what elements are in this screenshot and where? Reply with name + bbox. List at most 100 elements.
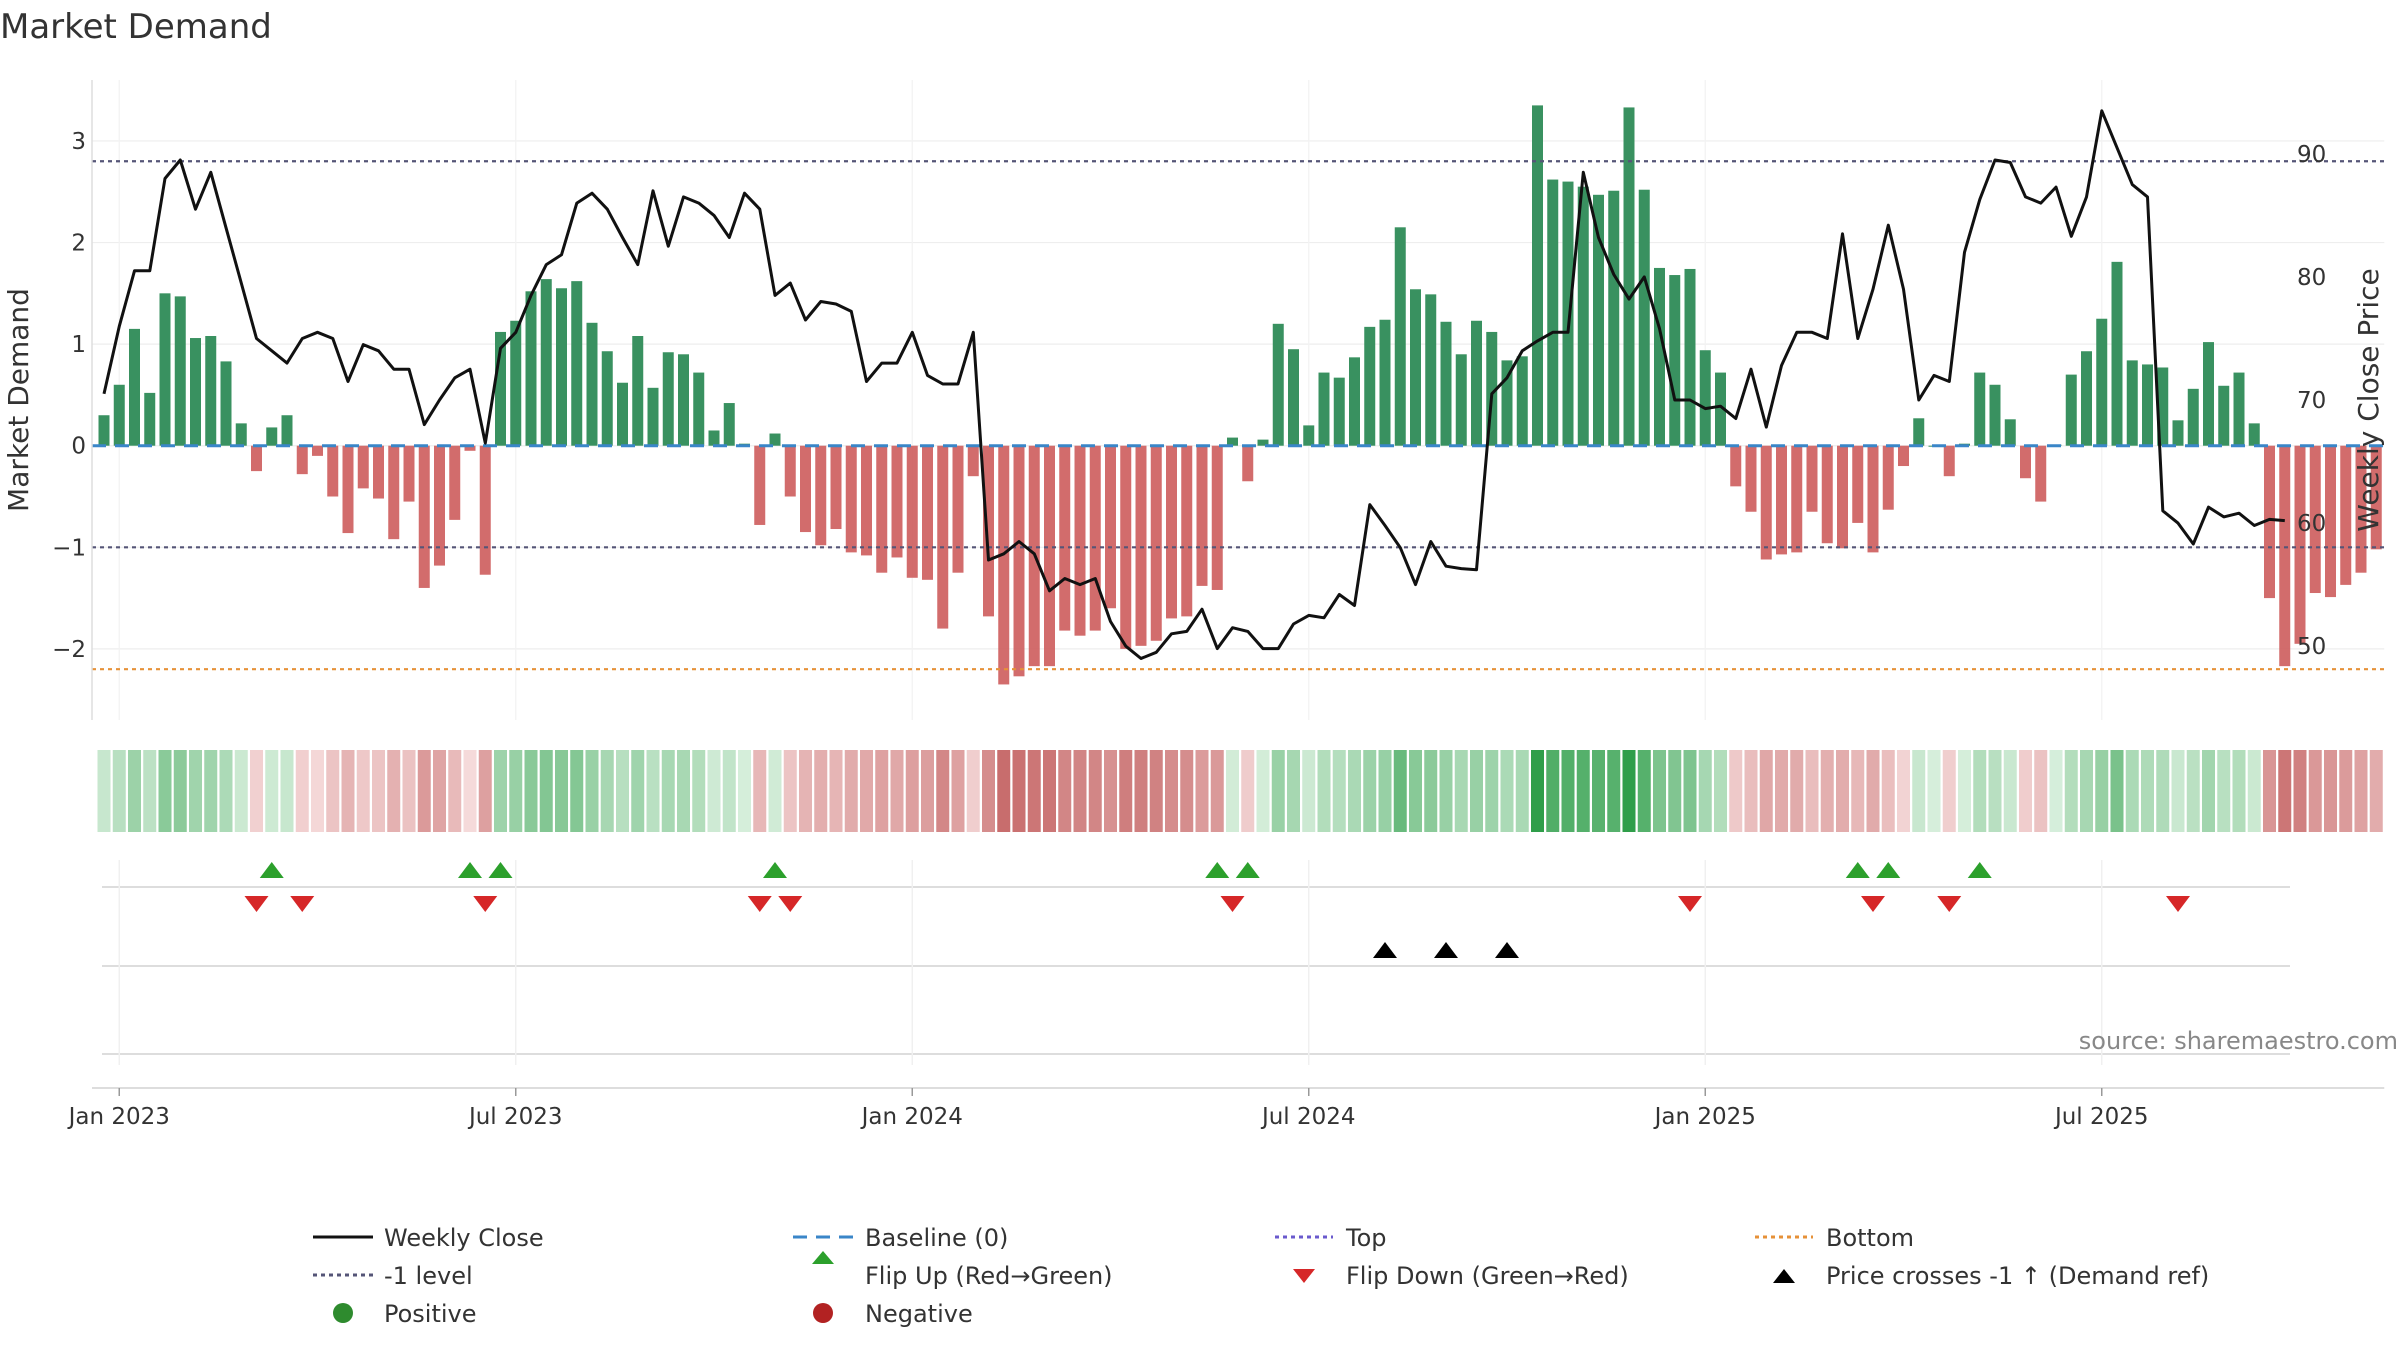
demand-bar-negative	[983, 445, 994, 617]
heat-cell	[966, 750, 980, 832]
flip-up-marker	[1967, 862, 1992, 878]
demand-bar-negative	[891, 445, 903, 558]
demand-bar-positive	[1364, 326, 1376, 446]
legend-positive: Positive	[384, 1300, 477, 1328]
heat-cell	[1973, 750, 1987, 832]
demand-bar-positive	[1562, 181, 1574, 446]
demand-bar-positive	[1227, 437, 1238, 446]
heat-cell	[1576, 750, 1590, 832]
demand-bar-negative	[1135, 445, 1147, 646]
flip-down-marker	[747, 896, 772, 912]
heat-cell	[921, 750, 934, 832]
heat-cell	[1515, 750, 1529, 832]
y2-tick-label: 60	[2297, 511, 2326, 537]
demand-bar-positive	[678, 354, 689, 446]
demand-bar-positive	[2218, 385, 2230, 446]
demand-bar-negative	[1166, 445, 1177, 619]
x-tick-label: Jul 2025	[2053, 1104, 2149, 1130]
demand-heat-strip	[97, 750, 2383, 832]
demand-bar-positive	[113, 384, 125, 446]
demand-bar-positive	[1608, 190, 1620, 446]
heat-cell	[2049, 750, 2063, 832]
demand-bar-positive	[540, 279, 552, 446]
demand-bar-positive	[1715, 372, 1726, 446]
demand-bar-negative	[1105, 445, 1116, 609]
demand-bar-positive	[190, 338, 201, 446]
reference-lines	[92, 160, 2385, 671]
demand-bar-negative	[2035, 445, 2047, 502]
heat-cell	[1607, 750, 1621, 832]
flip-down-marker	[1678, 896, 1702, 912]
heat-cell	[1683, 750, 1697, 832]
heat-cell	[2278, 750, 2292, 832]
flip-up-marker	[1205, 862, 1230, 878]
heat-cell	[844, 750, 858, 832]
heat-cell	[1012, 750, 1026, 832]
demand-bar-negative	[464, 445, 476, 451]
heat-cell	[494, 750, 507, 832]
flip-down-marker	[1937, 896, 1962, 912]
demand-bar-negative	[327, 445, 339, 497]
heat-cell	[539, 750, 553, 832]
legend-cross: Price crosses -1 ↑ (Demand ref)	[1826, 1262, 2209, 1290]
demand-bar-negative	[922, 445, 933, 580]
heat-cell	[1988, 750, 2002, 832]
heat-cell	[2064, 750, 2078, 832]
y2-tick-label: 90	[2297, 142, 2326, 168]
heat-cell	[738, 750, 751, 832]
demand-bar-negative	[800, 445, 811, 533]
heat-cell	[143, 750, 157, 832]
demand-bar-negative	[312, 445, 323, 456]
heat-cell	[509, 750, 523, 832]
heat-cell	[936, 750, 950, 832]
demand-bar-positive	[266, 427, 278, 446]
heat-cell	[890, 750, 904, 832]
chart-title: Market Demand	[0, 7, 272, 47]
heat-cell	[768, 750, 782, 832]
demand-bar-negative	[1089, 445, 1101, 631]
legend-positive-icon	[333, 1303, 353, 1323]
heat-cell	[555, 750, 568, 832]
demand-bar-negative	[2325, 445, 2336, 598]
heat-cell	[250, 750, 263, 832]
heat-cell	[799, 750, 812, 832]
heat-cell	[1439, 750, 1453, 832]
heat-cell	[1043, 750, 1056, 832]
heat-cell	[2034, 750, 2048, 832]
demand-bar-negative	[1776, 445, 1787, 555]
heat-cell	[1592, 750, 1605, 832]
y-tick-label: 2	[71, 231, 86, 257]
demand-bar-negative	[1852, 445, 1864, 523]
heat-cell	[265, 750, 279, 832]
heat-cell	[997, 750, 1011, 832]
demand-bar-positive	[2126, 360, 2138, 446]
x-tick-label: Jul 2024	[1260, 1104, 1356, 1130]
heat-cell	[417, 750, 431, 832]
demand-bar-negative	[357, 445, 369, 489]
flip-down-marker	[1220, 896, 1245, 912]
demand-bar-positive	[1425, 294, 1437, 446]
heat-cell	[1104, 750, 1117, 832]
demand-bar-negative	[952, 445, 964, 573]
heat-cell	[951, 750, 965, 832]
heat-cell	[2202, 750, 2215, 832]
heat-cell	[1820, 750, 1834, 832]
legend-cross-icon	[1773, 1269, 1795, 1283]
legend-flip-up: Flip Up (Red→Green)	[865, 1262, 1113, 1290]
heat-cell	[1393, 750, 1407, 832]
heat-cell	[189, 750, 202, 832]
y-axis-label: Market Demand	[2, 288, 35, 512]
legend-flip-down-icon	[1293, 1269, 1315, 1283]
heat-cell	[1073, 750, 1087, 832]
heat-cell	[1317, 750, 1331, 832]
demand-bar-negative	[2279, 445, 2291, 667]
weekly-close-polyline	[102, 109, 2285, 660]
demand-bar-positive	[556, 288, 567, 446]
demand-bars	[98, 105, 2382, 685]
heat-cell	[1256, 750, 1270, 832]
heat-cell	[1134, 750, 1148, 832]
legend-minus-one: -1 level	[384, 1262, 473, 1290]
demand-bar-positive	[1699, 350, 1711, 446]
demand-bar-negative	[1181, 445, 1193, 617]
demand-bar-negative	[418, 445, 430, 588]
